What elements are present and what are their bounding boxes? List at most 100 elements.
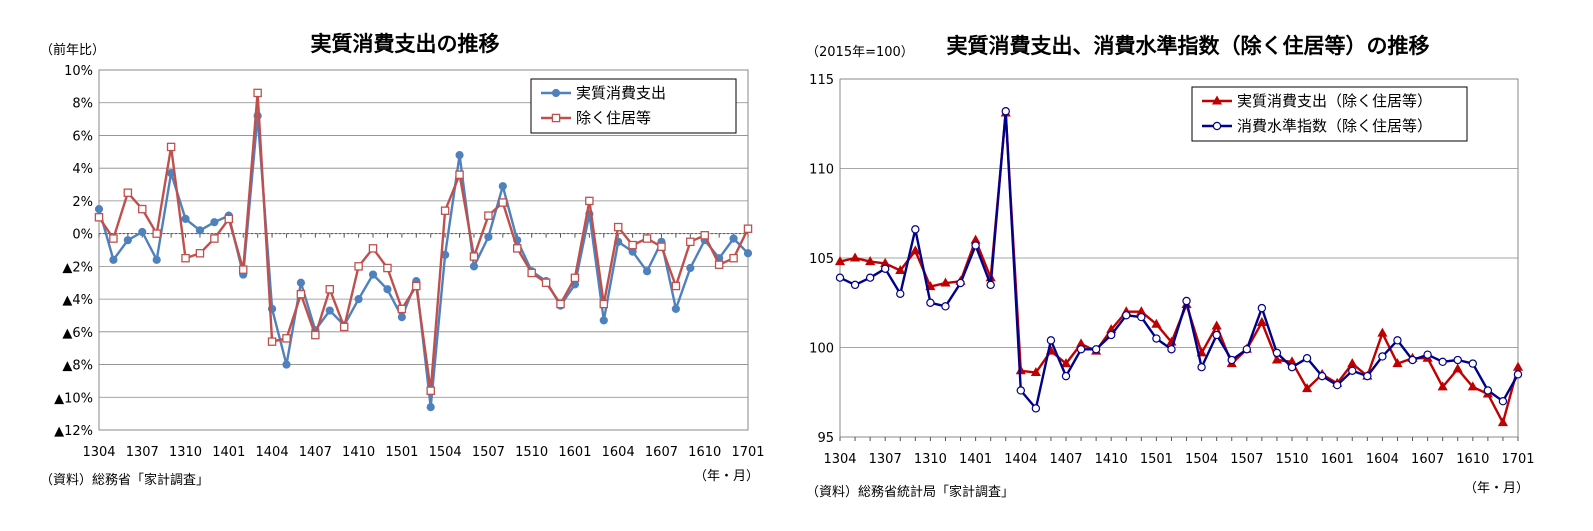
data-point	[1242, 345, 1252, 354]
y-tick-label: ▲2%	[62, 260, 93, 275]
data-point	[282, 334, 291, 343]
series-line	[97, 114, 749, 409]
series-line	[839, 109, 1520, 410]
data-point	[850, 252, 861, 262]
data-point	[1363, 371, 1372, 381]
data-point	[599, 316, 608, 325]
x-tick-label: 1307	[126, 445, 159, 460]
legend: 実質消費支出（除く住居等） 消費水準指数（除く住居等）	[1191, 86, 1468, 142]
x-tick-label: 1501	[385, 445, 418, 460]
data-point	[1392, 358, 1403, 368]
data-point	[1348, 366, 1357, 375]
data-point	[865, 256, 876, 266]
x-tick-label: 1510	[1275, 452, 1308, 467]
data-point	[1076, 345, 1086, 354]
data-point	[1377, 327, 1388, 337]
y-tick-label: 110	[809, 163, 834, 178]
data-point	[1257, 303, 1267, 313]
legend-label: 除く住居等	[576, 109, 651, 127]
data-point	[1137, 312, 1146, 322]
data-point	[253, 88, 262, 98]
data-point	[743, 249, 753, 258]
data-point	[397, 312, 406, 322]
data-point	[469, 262, 479, 271]
series-line	[839, 111, 1520, 424]
data-point	[1513, 370, 1523, 379]
data-point	[368, 244, 378, 253]
y-tick-label: ▲12%	[54, 424, 93, 439]
data-point	[1271, 354, 1282, 364]
x-tick-label: 1601	[1321, 452, 1354, 467]
data-point	[1423, 350, 1432, 359]
data-point	[238, 265, 248, 274]
data-point	[1378, 352, 1387, 361]
data-point	[1497, 417, 1508, 427]
data-point	[1091, 345, 1101, 354]
series-1	[834, 107, 1524, 427]
data-point	[484, 232, 493, 242]
data-point	[599, 299, 609, 309]
data-point	[1030, 367, 1041, 377]
data-point	[1016, 386, 1026, 395]
data-point	[1483, 386, 1493, 395]
data-point	[296, 278, 306, 287]
data-point	[455, 170, 464, 179]
data-point	[628, 240, 637, 250]
data-point	[671, 304, 680, 314]
y-tick-label: ▲8%	[62, 359, 93, 374]
x-tick-label: 1607	[645, 445, 678, 460]
data-point	[426, 402, 435, 412]
data-point	[895, 265, 906, 275]
chart-title: 実質消費支出の推移	[311, 32, 500, 56]
data-point	[325, 306, 334, 315]
x-tick-label: 1304	[82, 445, 115, 460]
chart-2: 実質消費支出、消費水準指数（除く住居等）の推移 （2015年=100） （資料）総務…	[806, 34, 1535, 500]
data-point	[642, 267, 652, 276]
x-tick-label: 1401	[959, 452, 992, 467]
data-point	[686, 237, 695, 247]
x-tick-label: 1407	[1049, 452, 1082, 467]
y-tick-label: 10%	[64, 64, 93, 79]
x-tick-label: 1307	[869, 452, 902, 467]
data-point	[926, 298, 935, 307]
series-2	[94, 88, 753, 395]
data-point	[109, 255, 118, 264]
x-tick-label: 1507	[472, 445, 505, 460]
data-point	[1452, 363, 1463, 373]
data-point	[1211, 320, 1222, 330]
data-point	[551, 88, 561, 98]
data-point	[585, 196, 594, 206]
data-point	[700, 231, 709, 240]
data-point	[412, 281, 421, 291]
data-point	[311, 330, 320, 340]
x-axis-label: （年・月）	[694, 469, 759, 484]
x-tick-label: 1610	[688, 445, 721, 460]
source-note: （資料）総務省統計局「家計調査」	[806, 484, 1014, 500]
data-point	[152, 229, 161, 238]
data-point	[714, 260, 724, 269]
data-point	[541, 278, 551, 287]
data-point	[138, 227, 147, 237]
data-point	[1287, 362, 1297, 372]
y-tick-label: ▲4%	[62, 293, 93, 308]
data-point	[743, 224, 753, 233]
data-point	[138, 204, 147, 214]
data-point	[971, 241, 980, 250]
legend-label: 実質消費支出	[576, 84, 666, 102]
data-point	[850, 280, 860, 290]
data-point	[94, 204, 104, 214]
data-point	[1152, 334, 1161, 343]
data-point	[1347, 358, 1358, 368]
data-point	[686, 263, 695, 273]
data-point	[1437, 381, 1448, 391]
data-point	[1438, 357, 1447, 367]
source-note: （資料）総務省「家計調査」	[40, 472, 209, 488]
x-tick-label: 1310	[169, 445, 202, 460]
y-axis-label: （2015年=100）	[806, 45, 914, 60]
x-tick-label: 1604	[602, 445, 635, 460]
data-point	[455, 150, 464, 160]
x-tick-label: 1507	[1230, 452, 1263, 467]
series-1	[94, 111, 753, 412]
y-tick-label: 0%	[72, 228, 93, 243]
